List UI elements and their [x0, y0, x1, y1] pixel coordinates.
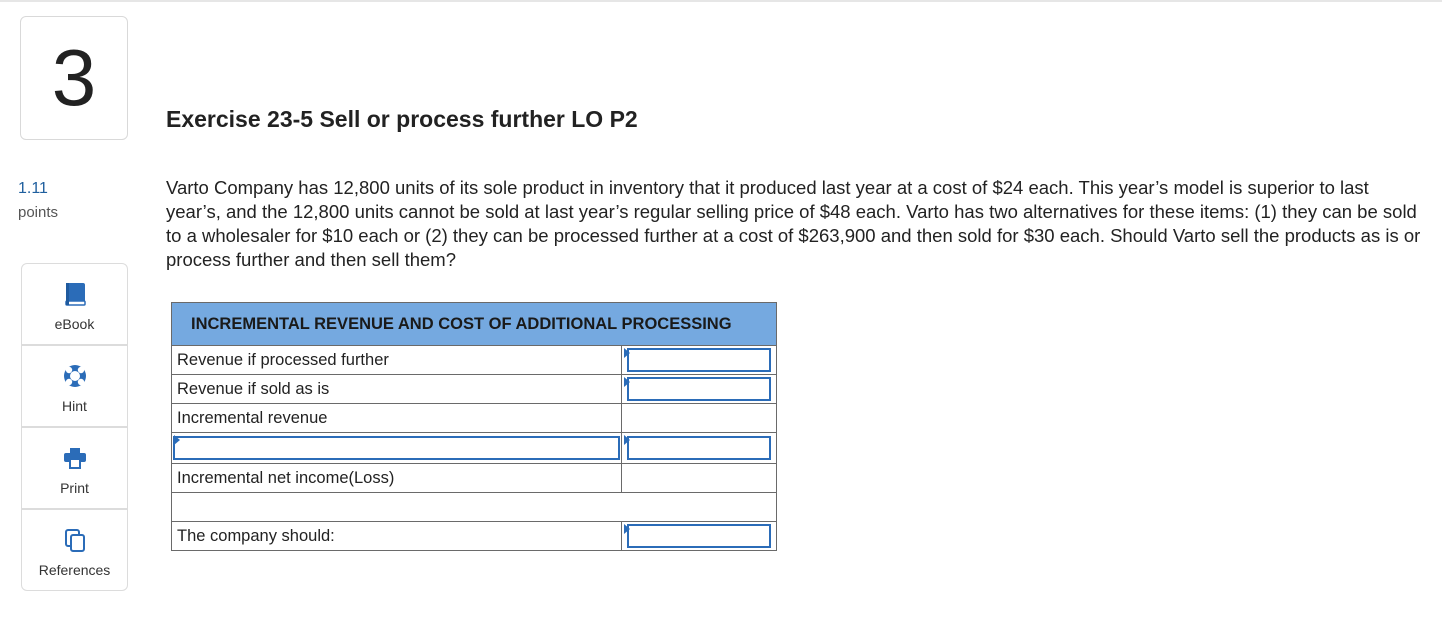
exercise-title: Exercise 23-5 Sell or process further LO… — [166, 106, 638, 132]
references-button[interactable]: References — [21, 509, 128, 591]
table-row — [170, 432, 777, 464]
company-decision-select[interactable] — [621, 521, 777, 551]
row-label-incremental-revenue: Incremental revenue — [170, 403, 623, 433]
points-value: 1.11 — [18, 180, 48, 197]
ebook-label: eBook — [54, 316, 95, 332]
table-row: Incremental revenue — [170, 403, 777, 433]
copy-icon — [64, 529, 85, 552]
table-row: The company should: — [170, 521, 777, 551]
printer-icon — [63, 448, 86, 469]
revenue-as-is-input[interactable] — [621, 374, 777, 404]
cost-amount-input[interactable] — [621, 432, 777, 464]
book-icon — [64, 283, 86, 306]
ebook-button[interactable]: eBook — [21, 263, 128, 345]
dropdown-marker-icon — [624, 524, 631, 534]
incremental-analysis-table: INCREMENTAL REVENUE AND COST OF ADDITION… — [170, 302, 777, 551]
revenue-processed-input[interactable] — [621, 345, 777, 375]
incremental-net-income-cell — [621, 463, 777, 493]
cost-label-select[interactable] — [170, 432, 623, 464]
incremental-revenue-cell — [621, 403, 777, 433]
row-label-incremental-net-income: Incremental net income(Loss) — [170, 463, 623, 493]
dropdown-marker-icon — [174, 435, 180, 445]
table-header: INCREMENTAL REVENUE AND COST OF ADDITION… — [171, 302, 777, 346]
input-marker-icon — [624, 348, 631, 358]
table-row-blank — [171, 492, 777, 522]
row-label-revenue-as-is: Revenue if sold as is — [170, 374, 623, 404]
question-number: 3 — [20, 16, 128, 140]
lifebuoy-icon — [63, 365, 86, 387]
row-label-revenue-processed: Revenue if processed further — [170, 345, 623, 375]
hint-label: Hint — [62, 398, 87, 414]
print-label: Print — [60, 480, 89, 496]
table-row: Revenue if sold as is — [170, 374, 777, 404]
table-row: Incremental net income(Loss) — [170, 463, 777, 493]
top-divider — [0, 0, 1442, 2]
hint-button[interactable]: Hint — [21, 345, 128, 427]
row-label-company-should: The company should: — [170, 521, 623, 551]
table-row: Revenue if processed further — [170, 345, 777, 375]
print-button[interactable]: Print — [21, 427, 128, 509]
blank-cell — [171, 492, 777, 522]
input-marker-icon — [624, 377, 631, 387]
references-label: References — [38, 562, 111, 578]
input-marker-icon — [624, 435, 631, 445]
problem-text: Varto Company has 12,800 units of its so… — [166, 177, 1421, 270]
points-label: points — [18, 204, 59, 221]
